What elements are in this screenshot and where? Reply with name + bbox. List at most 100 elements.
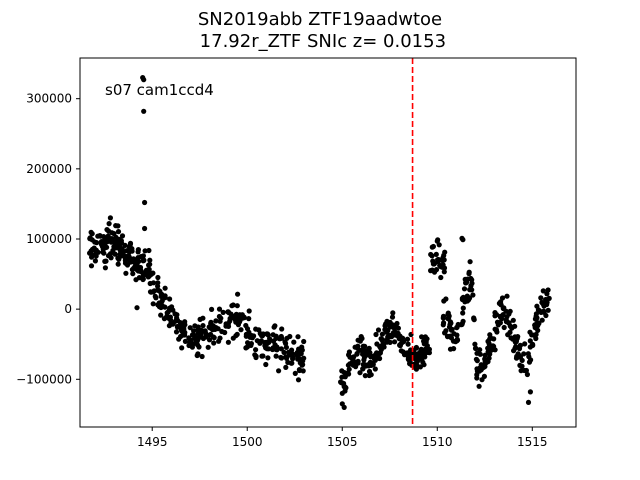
data-point xyxy=(499,316,505,322)
data-point xyxy=(474,358,480,364)
data-point xyxy=(404,336,411,342)
data-point xyxy=(259,333,265,339)
data-point xyxy=(87,235,93,241)
data-point xyxy=(533,331,539,338)
data-point xyxy=(423,339,429,345)
data-point xyxy=(409,352,415,358)
data-point xyxy=(246,308,252,314)
data-point xyxy=(443,328,449,334)
data-point xyxy=(263,361,269,368)
data-point xyxy=(508,335,514,341)
data-point xyxy=(186,342,192,349)
data-point xyxy=(154,287,160,293)
data-point xyxy=(237,312,243,318)
data-point xyxy=(208,319,214,325)
data-point xyxy=(376,351,382,357)
data-point xyxy=(546,295,552,301)
data-point xyxy=(486,341,492,347)
data-point xyxy=(97,233,104,239)
data-point xyxy=(357,370,363,376)
data-point xyxy=(234,303,240,309)
y-tick-label: 300000 xyxy=(26,92,72,106)
data-point xyxy=(252,352,258,358)
data-point xyxy=(290,351,296,357)
data-point xyxy=(272,323,278,329)
data-point xyxy=(540,301,546,307)
data-point xyxy=(463,296,469,302)
data-point xyxy=(506,311,512,317)
data-point xyxy=(205,344,211,350)
data-point xyxy=(246,316,252,322)
plot-annotation: s07 cam1ccd4 xyxy=(105,81,214,99)
data-point xyxy=(92,258,98,264)
data-point xyxy=(384,329,390,335)
data-point xyxy=(517,342,524,348)
data-point xyxy=(167,296,173,302)
data-point xyxy=(455,321,461,328)
data-point xyxy=(300,368,306,374)
data-point xyxy=(122,242,128,248)
data-point xyxy=(413,365,419,371)
data-point xyxy=(438,274,444,281)
data-point xyxy=(413,345,419,351)
data-point xyxy=(265,331,271,337)
data-point xyxy=(533,335,539,342)
data-point xyxy=(158,304,164,311)
data-point xyxy=(545,307,551,313)
data-point xyxy=(341,370,347,376)
data-point xyxy=(428,251,434,258)
data-point xyxy=(165,315,172,321)
data-point xyxy=(148,289,154,295)
data-point xyxy=(187,325,193,331)
data-point xyxy=(235,291,241,297)
data-point xyxy=(148,271,154,277)
data-point xyxy=(202,330,209,336)
data-point xyxy=(460,310,466,316)
data-point xyxy=(103,258,109,264)
data-point xyxy=(482,352,488,358)
data-point xyxy=(174,315,180,321)
data-point xyxy=(354,351,360,357)
data-point xyxy=(474,375,480,381)
data-point xyxy=(288,360,294,366)
data-point xyxy=(545,287,551,293)
data-point xyxy=(532,325,538,331)
chart-title-line2: 17.92r_ZTF SNIc z= 0.0153 xyxy=(193,31,447,52)
data-point xyxy=(474,366,480,372)
data-point xyxy=(260,353,266,359)
data-point xyxy=(384,318,390,324)
data-point xyxy=(394,320,400,327)
data-point xyxy=(225,309,231,315)
data-point xyxy=(472,345,479,351)
data-point xyxy=(138,269,144,275)
data-point xyxy=(372,366,378,372)
data-point xyxy=(88,229,94,235)
data-point xyxy=(373,331,379,338)
data-point xyxy=(168,320,174,326)
data-point xyxy=(347,354,353,360)
data-point xyxy=(211,335,217,341)
data-point xyxy=(238,327,244,333)
data-point xyxy=(270,332,276,338)
data-point xyxy=(200,335,206,342)
data-point xyxy=(296,355,302,362)
data-point xyxy=(471,317,477,323)
data-point xyxy=(279,355,285,361)
axes-frame xyxy=(79,57,577,428)
data-point xyxy=(505,332,511,338)
data-point xyxy=(506,320,512,326)
data-point xyxy=(299,344,305,350)
data-point xyxy=(397,342,403,348)
data-point xyxy=(445,316,451,322)
data-point xyxy=(440,313,447,319)
data-point xyxy=(283,344,289,350)
data-point xyxy=(169,304,175,310)
data-point xyxy=(200,315,206,321)
data-point xyxy=(299,362,305,368)
data-point xyxy=(355,358,361,364)
data-point xyxy=(216,306,223,312)
data-point xyxy=(469,277,475,283)
data-point xyxy=(264,341,270,347)
data-point xyxy=(200,323,206,329)
data-point xyxy=(398,348,404,354)
